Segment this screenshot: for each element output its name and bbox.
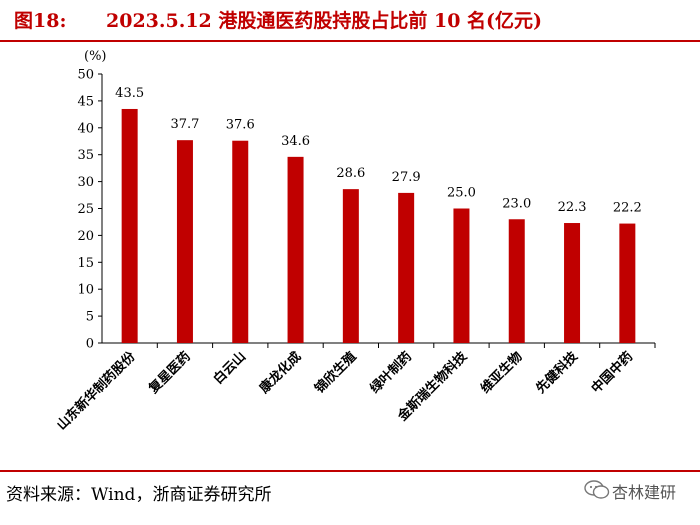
bar	[342, 189, 359, 343]
data-label: 27.9	[392, 170, 421, 185]
data-label: 37.6	[226, 118, 255, 133]
category-label: 复星医药	[145, 349, 194, 398]
y-tick-label: 20	[77, 229, 94, 244]
data-label: 25.0	[447, 186, 476, 201]
bar	[287, 156, 304, 343]
y-tick-label: 15	[77, 256, 94, 271]
bar	[619, 223, 636, 343]
data-label: 34.6	[281, 134, 310, 149]
data-label: 22.2	[613, 201, 642, 216]
y-tick-label: 50	[77, 68, 94, 83]
y-tick-label: 10	[77, 283, 94, 298]
data-label: 28.6	[336, 166, 365, 181]
source-note: 资料来源：Wind，浙商证券研究所	[6, 485, 272, 505]
data-label: 23.0	[502, 196, 531, 211]
y-tick-label: 35	[77, 148, 94, 163]
y-tick-label: 25	[77, 202, 94, 217]
y-tick-label: 5	[86, 310, 94, 325]
bar	[453, 208, 470, 343]
y-tick-label: 40	[77, 121, 94, 136]
bar-chart: 0 5 10 15 20 25 30 35 40 45 50 (%) 43.5 山东新华制药股份 37.7 复…	[54, 49, 656, 434]
figure-header: 图18: 2023.5.12 港股通医药股持股占比前 10 名(亿元)	[0, 0, 700, 40]
y-axis-label: (%)	[84, 49, 107, 64]
bar	[176, 140, 193, 343]
bar	[121, 108, 138, 343]
watermark: 杏林建研	[584, 476, 694, 504]
category-label: 先健科技	[533, 348, 582, 397]
data-label: 43.5	[115, 86, 144, 101]
bar	[398, 192, 415, 343]
category-label: 锦欣生殖	[312, 349, 360, 397]
y-tick-label: 30	[77, 175, 94, 190]
bar	[508, 219, 525, 343]
bottom-rule	[0, 470, 700, 472]
watermark-text: 杏林建研	[612, 483, 677, 502]
data-label: 37.7	[170, 117, 199, 132]
category-label: 山东新华制药股份	[54, 348, 140, 434]
y-tick-label: 0	[86, 337, 94, 352]
top-rule	[0, 40, 700, 42]
chart-title: 2023.5.12 港股通医药股持股占比前 10 名(亿元)	[106, 10, 543, 32]
bar	[564, 223, 581, 343]
category-label: 康龙化成	[256, 349, 304, 397]
category-label: 绿叶制药	[367, 349, 415, 397]
category-label: 维亚生物	[477, 349, 525, 397]
figure-label: 图18:	[14, 10, 67, 32]
wechat-icon	[584, 480, 610, 499]
bar	[232, 140, 249, 343]
y-tick-label: 45	[77, 94, 94, 109]
category-label: 中国中药	[588, 349, 636, 397]
category-label: 白云山	[210, 349, 249, 388]
data-label: 22.3	[558, 200, 587, 215]
